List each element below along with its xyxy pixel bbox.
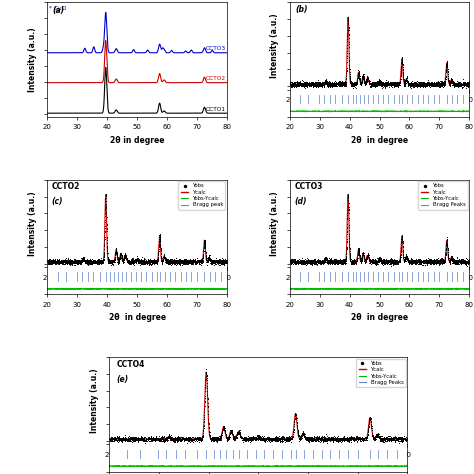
- Text: CCTO2: CCTO2: [52, 182, 80, 191]
- Y-axis label: Intensity (a.u.): Intensity (a.u.): [28, 27, 37, 92]
- X-axis label: 2θ  in degree: 2θ in degree: [109, 313, 166, 322]
- Text: CCTO1: CCTO1: [205, 107, 226, 112]
- Y-axis label: Intensity (a.u.): Intensity (a.u.): [270, 191, 279, 255]
- Legend: Yobs, Ycalc, Yobs-Ycalc, Bragg peak: Yobs, Ycalc, Yobs-Ycalc, Bragg peak: [179, 182, 225, 210]
- Text: (e): (e): [117, 374, 129, 383]
- X-axis label: 2θ in degree: 2θ in degree: [110, 136, 164, 145]
- Legend: Yobs, Ycalc, Yobs-Ycalc, Bragg Peaks: Yobs, Ycalc, Yobs-Ycalc, Bragg Peaks: [356, 359, 406, 387]
- X-axis label: 2θ  in degree: 2θ in degree: [351, 136, 408, 145]
- X-axis label: 2θ  in degree: 2θ in degree: [351, 313, 408, 322]
- Text: (d): (d): [294, 197, 307, 206]
- Text: (a): (a): [53, 6, 65, 15]
- Text: * CuO: * CuO: [49, 6, 66, 11]
- Text: (c): (c): [52, 197, 64, 206]
- Y-axis label: Intensity (a.u.): Intensity (a.u.): [270, 14, 279, 78]
- Legend: Yobs, Ycalc, Yobs-Ycalc, Bragg Peaks: Yobs, Ycalc, Yobs-Ycalc, Bragg Peaks: [419, 182, 468, 210]
- Y-axis label: Intensity (a.u.): Intensity (a.u.): [28, 191, 37, 255]
- Text: CCTO3: CCTO3: [205, 46, 226, 51]
- Text: (b): (b): [295, 5, 308, 14]
- Text: CCTO3: CCTO3: [294, 182, 323, 191]
- Text: CCTO4: CCTO4: [117, 360, 145, 369]
- Y-axis label: Intensity (a.u.): Intensity (a.u.): [90, 368, 99, 433]
- Text: CCTO2: CCTO2: [205, 76, 226, 81]
